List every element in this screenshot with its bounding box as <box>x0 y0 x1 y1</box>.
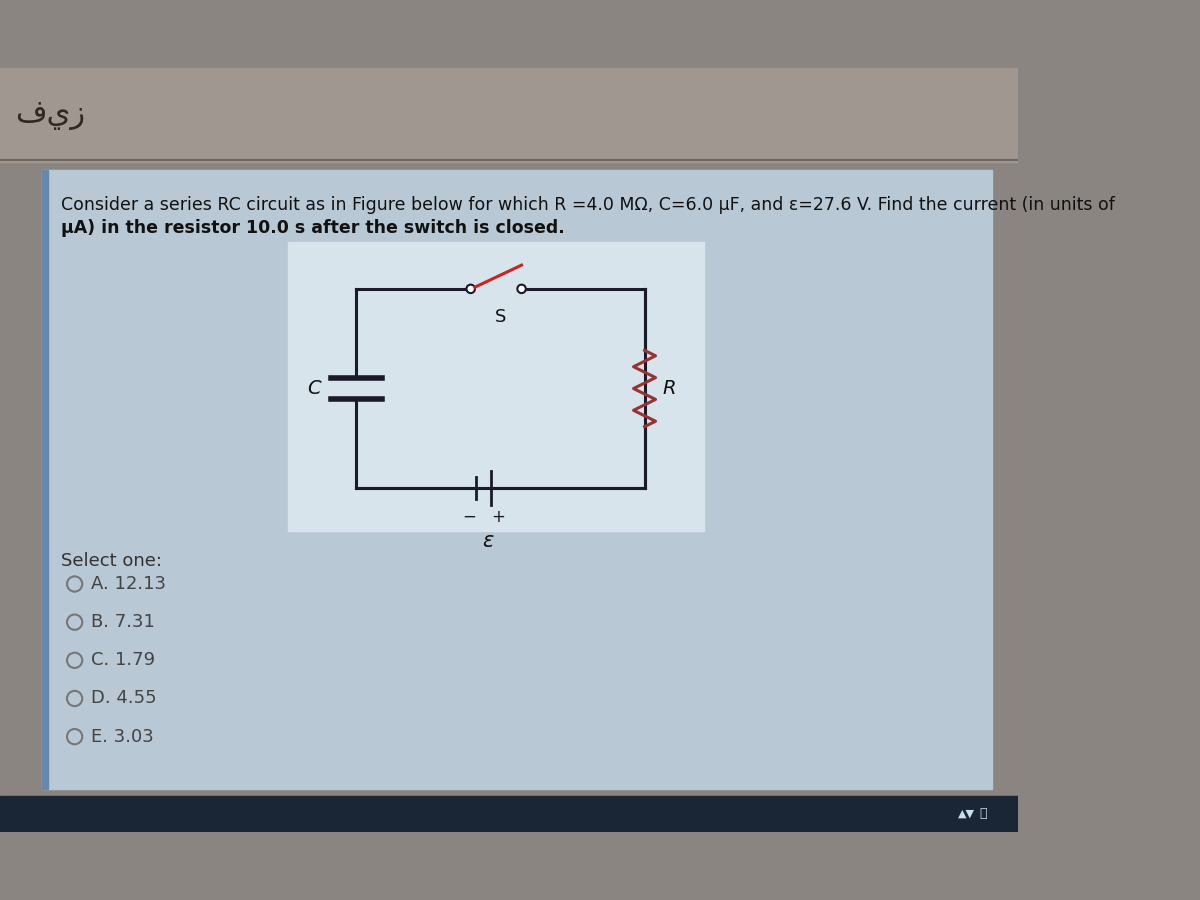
Circle shape <box>467 284 475 293</box>
Text: D. 4.55: D. 4.55 <box>91 689 156 707</box>
Circle shape <box>67 652 83 668</box>
Bar <box>42 170 48 789</box>
Circle shape <box>517 284 526 293</box>
Text: S: S <box>494 308 506 326</box>
Text: ▲▼: ▲▼ <box>959 809 976 819</box>
Circle shape <box>67 729 83 744</box>
Text: C: C <box>307 379 320 398</box>
Text: A. 12.13: A. 12.13 <box>91 575 166 593</box>
Bar <box>0 68 1018 162</box>
Circle shape <box>67 615 83 630</box>
Text: −: − <box>462 508 476 526</box>
Text: C. 1.79: C. 1.79 <box>91 652 155 670</box>
Text: +: + <box>491 508 505 526</box>
Circle shape <box>67 576 83 591</box>
Text: R: R <box>662 379 676 398</box>
Text: B. 7.31: B. 7.31 <box>91 613 155 631</box>
Bar <box>288 242 704 531</box>
Text: 🔊: 🔊 <box>979 807 988 820</box>
Text: E. 3.03: E. 3.03 <box>91 727 154 745</box>
Text: Consider a series RC circuit as in Figure below for which R =4.0 MΩ, C=6.0 μF, a: Consider a series RC circuit as in Figur… <box>61 195 1115 213</box>
Text: فيز: فيز <box>16 101 85 130</box>
Bar <box>42 170 992 789</box>
Circle shape <box>67 691 83 707</box>
Text: Select one:: Select one: <box>61 552 162 570</box>
Bar <box>0 796 1018 832</box>
Text: μA) in the resistor 10.0 s after the switch is closed.: μA) in the resistor 10.0 s after the swi… <box>61 220 565 238</box>
Text: ε: ε <box>482 531 493 551</box>
